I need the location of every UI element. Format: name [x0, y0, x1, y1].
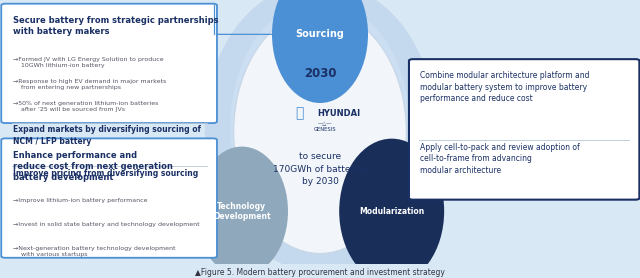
Text: ▲Figure 5. Modern battery procurement and investment strategy: ▲Figure 5. Modern battery procurement an… — [195, 268, 445, 277]
Ellipse shape — [272, 0, 368, 103]
Text: to secure
170GWh of batteries
by 2030: to secure 170GWh of batteries by 2030 — [273, 152, 367, 186]
Text: Apply cell-to-pack and review adoption of
cell-to-frame from advancing
modular a: Apply cell-to-pack and review adoption o… — [420, 143, 580, 175]
Ellipse shape — [339, 139, 444, 278]
Text: Modularization: Modularization — [359, 207, 424, 216]
Text: Technology
Development: Technology Development — [213, 202, 271, 221]
Text: →Formed JV with LG Energy Solution to produce
    10GWh lithium-ion battery: →Formed JV with LG Energy Solution to pr… — [13, 57, 163, 68]
Text: Improve pricing from diversifying sourcing: Improve pricing from diversifying sourci… — [13, 169, 198, 178]
Text: Combine modular architecture platform and
modular battery system to improve batt: Combine modular architecture platform an… — [420, 71, 590, 103]
Ellipse shape — [230, 0, 410, 254]
Text: 2030: 2030 — [304, 68, 336, 80]
Text: Sourcing: Sourcing — [296, 29, 344, 39]
Text: →50% of next generation lithium-ion batteries
    after ’25 will be sourced from: →50% of next generation lithium-ion batt… — [13, 101, 158, 112]
Text: —△—
GENESIS: —△— GENESIS — [314, 121, 337, 132]
Text: →Improve lithium-ion battery performance: →Improve lithium-ion battery performance — [13, 198, 147, 203]
Text: →Response to high EV demand in major markets
    from entering new partnerships: →Response to high EV demand in major mar… — [13, 79, 166, 90]
Text: →Invest in solid state battery and technology development: →Invest in solid state battery and techn… — [13, 222, 200, 227]
Text: Secure battery from strategic partnerships
with battery makers: Secure battery from strategic partnershi… — [13, 16, 218, 36]
Ellipse shape — [234, 11, 406, 254]
Text: Enhance performance and
reduce cost from next generation
battery development: Enhance performance and reduce cost from… — [13, 151, 173, 182]
FancyBboxPatch shape — [1, 4, 217, 123]
Text: →Next-generation battery technology development
    with various startups: →Next-generation battery technology deve… — [13, 246, 175, 257]
FancyBboxPatch shape — [409, 59, 639, 200]
Ellipse shape — [205, 0, 435, 272]
Text: Ⓢ: Ⓢ — [295, 106, 304, 121]
Text: HYUNDAI: HYUNDAI — [317, 109, 360, 118]
Text: Expand markets by diversifying sourcing of
NCM / LFP battery: Expand markets by diversifying sourcing … — [13, 125, 201, 146]
Ellipse shape — [196, 147, 288, 276]
FancyBboxPatch shape — [1, 138, 217, 258]
